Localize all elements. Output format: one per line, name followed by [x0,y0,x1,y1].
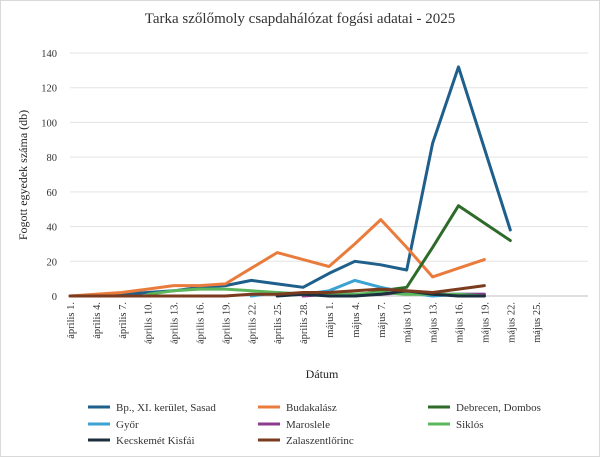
series-line-bp-xi-ker-let-sasad [68,65,512,298]
x-tick-label: április 28. [299,302,310,344]
x-tick-label: április 10. [144,302,155,344]
legend: Bp., XI. kerület, Sasad Budakalász Debrece… [88,402,541,447]
x-tick-label: május 7. [377,302,388,338]
y-tick-label: 120 [41,84,57,95]
y-tick-label: 100 [41,118,57,129]
legend-label: Maroslele [286,419,330,431]
y-axis-title: Fogott egyedek száma (db) [16,110,30,240]
gridlines [70,52,588,262]
x-tick-label: május 13. [429,302,440,343]
x-axis-title: Dátum [306,367,339,381]
x-axis-ticks: április 1. április 4. április 7. április 10… [66,302,543,344]
x-tick-label: május 22. [506,302,517,343]
y-tick-label: 140 [41,49,57,60]
y-tick-label: 40 [47,223,58,234]
legend-label: Debrecen, Dombos [456,402,541,414]
x-tick-label: április 25. [273,302,284,344]
y-axis-ticks: 0 20 40 60 80 100 120 140 [41,49,57,303]
legend-label: Siklós [456,419,484,431]
x-tick-label: április 13. [170,302,181,344]
x-tick-label: április 4. [92,302,103,339]
series-line-kecskem-t-kisf-i [275,289,486,298]
legend-label: Bp., XI. kerület, Sasad [116,402,216,414]
y-tick-label: 60 [47,188,58,199]
series-line-debrecen-dombos [353,204,512,298]
x-tick-label: április 22. [247,302,258,344]
x-tick-label: április 16. [196,302,207,344]
x-tick-label: április 19. [221,302,232,344]
x-tick-label: május 19. [480,302,491,343]
x-tick-label: május 16. [455,302,466,343]
x-tick-label: május 4. [351,302,362,338]
legend-label: Zalaszentlőrinc [286,435,354,447]
legend-label: Budakalász [286,402,337,414]
legend-label: Kecskemét Kisfái [116,435,195,447]
x-tick-label: május 1. [325,302,336,338]
y-tick-label: 80 [47,153,58,164]
legend-label: Győr [116,419,139,431]
series-lines [68,65,512,298]
series-line-budakal-sz [68,218,486,298]
x-tick-label: május 10. [403,302,414,343]
x-tick-label: április 7. [118,302,129,339]
y-tick-label: 20 [47,257,58,268]
chart-title: Tarka szőlőmoly csapdahálózat fogási ada… [145,11,456,27]
y-tick-label: 0 [52,292,57,303]
series-line-zalaszentl-rinc [68,284,486,298]
x-tick-label: április 1. [66,302,77,339]
x-tick-label: május 25. [532,302,543,343]
